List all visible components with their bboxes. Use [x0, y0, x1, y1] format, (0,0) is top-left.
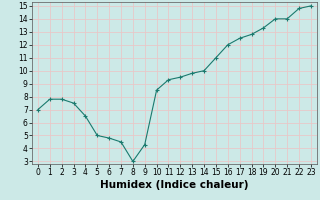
X-axis label: Humidex (Indice chaleur): Humidex (Indice chaleur) [100, 180, 249, 190]
